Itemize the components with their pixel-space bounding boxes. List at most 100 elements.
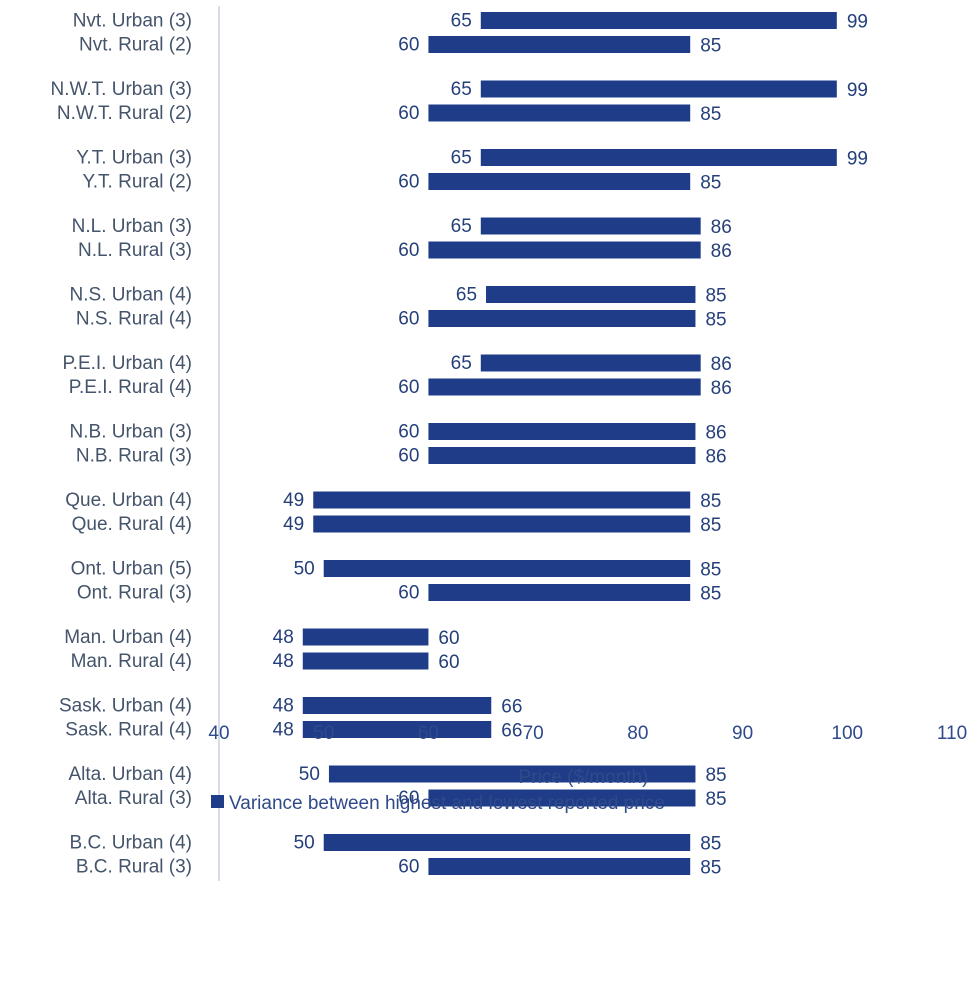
category-label: N.W.T. Rural (2) <box>57 103 192 124</box>
low-value-label: 60 <box>398 788 419 809</box>
low-value-label: 65 <box>451 353 472 374</box>
range-bar <box>428 423 696 440</box>
range-bar <box>486 286 696 303</box>
low-value-label: 65 <box>451 148 472 169</box>
range-bar <box>480 217 701 235</box>
x-tick-label: 50 <box>313 723 334 744</box>
x-tick-label: 90 <box>732 723 753 744</box>
category-label: Que. Rural (4) <box>72 514 192 535</box>
low-value-label: 48 <box>273 651 294 672</box>
low-value-label: 60 <box>398 172 419 193</box>
high-value-label: 86 <box>705 447 726 468</box>
category-label: N.S. Urban (4) <box>70 285 192 306</box>
range-bar <box>302 721 492 738</box>
high-value-label: 85 <box>700 173 721 194</box>
range-bar <box>428 104 691 122</box>
range-bar <box>480 149 837 166</box>
low-value-label: 60 <box>398 446 419 467</box>
high-value-label: 85 <box>700 834 721 855</box>
range-bar <box>323 834 691 851</box>
low-value-label: 48 <box>273 720 294 741</box>
range-bar <box>480 80 837 98</box>
range-bar <box>428 378 701 396</box>
high-value-label: 99 <box>847 12 868 33</box>
range-bar <box>480 354 701 372</box>
legend: Variance between highest and lowest repo… <box>211 793 665 814</box>
high-value-label: 85 <box>700 104 721 125</box>
low-value-label: 49 <box>283 490 304 511</box>
range-bar <box>428 447 696 464</box>
high-value-label: 66 <box>501 721 522 742</box>
category-label: Alta. Rural (3) <box>75 788 192 809</box>
range-bar <box>302 652 429 670</box>
category-label: Sask. Urban (4) <box>59 696 192 717</box>
category-label: Ont. Urban (5) <box>71 559 192 580</box>
range-bar <box>313 515 691 533</box>
low-value-label: 65 <box>456 285 477 306</box>
low-value-label: 60 <box>398 35 419 56</box>
data-labels: 65 99 60 85 65 99 60 85 65 99 60 85 65 86 60 86 65 85 60 85… <box>273 11 868 879</box>
high-value-label: 86 <box>711 217 732 238</box>
high-value-label: 66 <box>501 697 522 718</box>
category-labels: Nvt. Urban (3) Nvt. Rural (2) N.W.T. Urban… <box>51 11 192 878</box>
high-value-label: 85 <box>700 858 721 879</box>
low-value-label: 65 <box>451 79 472 100</box>
x-tick-label: 60 <box>418 723 439 744</box>
low-value-label: 49 <box>283 514 304 535</box>
range-bar <box>428 584 691 601</box>
low-value-label: 60 <box>398 422 419 443</box>
legend-swatch <box>211 795 224 808</box>
category-label: N.B. Urban (3) <box>70 422 192 443</box>
category-label: P.E.I. Rural (4) <box>69 377 192 398</box>
category-label: Que. Urban (4) <box>65 490 192 511</box>
low-value-label: 48 <box>273 627 294 648</box>
low-value-label: 50 <box>294 559 315 580</box>
low-value-label: 65 <box>451 11 472 32</box>
x-tick-label: 40 <box>208 723 229 744</box>
high-value-label: 99 <box>847 80 868 101</box>
x-tick-label: 80 <box>627 723 648 744</box>
range-bar <box>323 560 691 577</box>
category-label: N.W.T. Urban (3) <box>51 79 192 100</box>
category-label: P.E.I. Urban (4) <box>62 353 192 374</box>
high-value-label: 86 <box>711 378 732 399</box>
low-value-label: 60 <box>398 583 419 604</box>
category-label: Nvt. Rural (2) <box>79 35 192 56</box>
range-bar <box>480 12 837 29</box>
category-label: N.S. Rural (4) <box>76 309 192 330</box>
legend-label: Variance between highest and lowest repo… <box>229 793 665 814</box>
high-value-label: 85 <box>700 560 721 581</box>
high-value-label: 85 <box>700 491 721 512</box>
x-axis-title: Price ($/month) <box>519 767 649 788</box>
category-label: B.C. Urban (4) <box>70 833 192 854</box>
low-value-label: 50 <box>294 833 315 854</box>
category-label: N.L. Urban (3) <box>72 216 192 237</box>
high-value-label: 60 <box>438 652 459 673</box>
range-bar <box>302 628 429 646</box>
category-label: Man. Rural (4) <box>71 651 192 672</box>
range-bar <box>428 36 691 53</box>
low-value-label: 60 <box>398 103 419 124</box>
x-tick-label: 70 <box>523 723 544 744</box>
high-value-label: 85 <box>700 36 721 57</box>
low-value-label: 60 <box>398 240 419 261</box>
high-value-label: 85 <box>705 310 726 331</box>
range-bar <box>428 241 701 259</box>
bars <box>302 12 837 875</box>
category-label: Y.T. Urban (3) <box>76 148 192 169</box>
category-label: Alta. Urban (4) <box>68 764 192 785</box>
high-value-label: 86 <box>705 423 726 444</box>
range-bar <box>328 765 696 783</box>
low-value-label: 60 <box>398 857 419 878</box>
x-tick-label: 100 <box>831 723 863 744</box>
category-label: Ont. Rural (3) <box>77 583 192 604</box>
high-value-label: 86 <box>711 241 732 262</box>
category-label: N.L. Rural (3) <box>78 240 192 261</box>
range-bar <box>302 697 492 714</box>
range-bar <box>428 310 696 327</box>
range-bar <box>313 491 691 509</box>
category-label: Y.T. Rural (2) <box>83 172 192 193</box>
low-value-label: 50 <box>299 764 320 785</box>
low-value-label: 60 <box>398 377 419 398</box>
high-value-label: 85 <box>705 789 726 810</box>
